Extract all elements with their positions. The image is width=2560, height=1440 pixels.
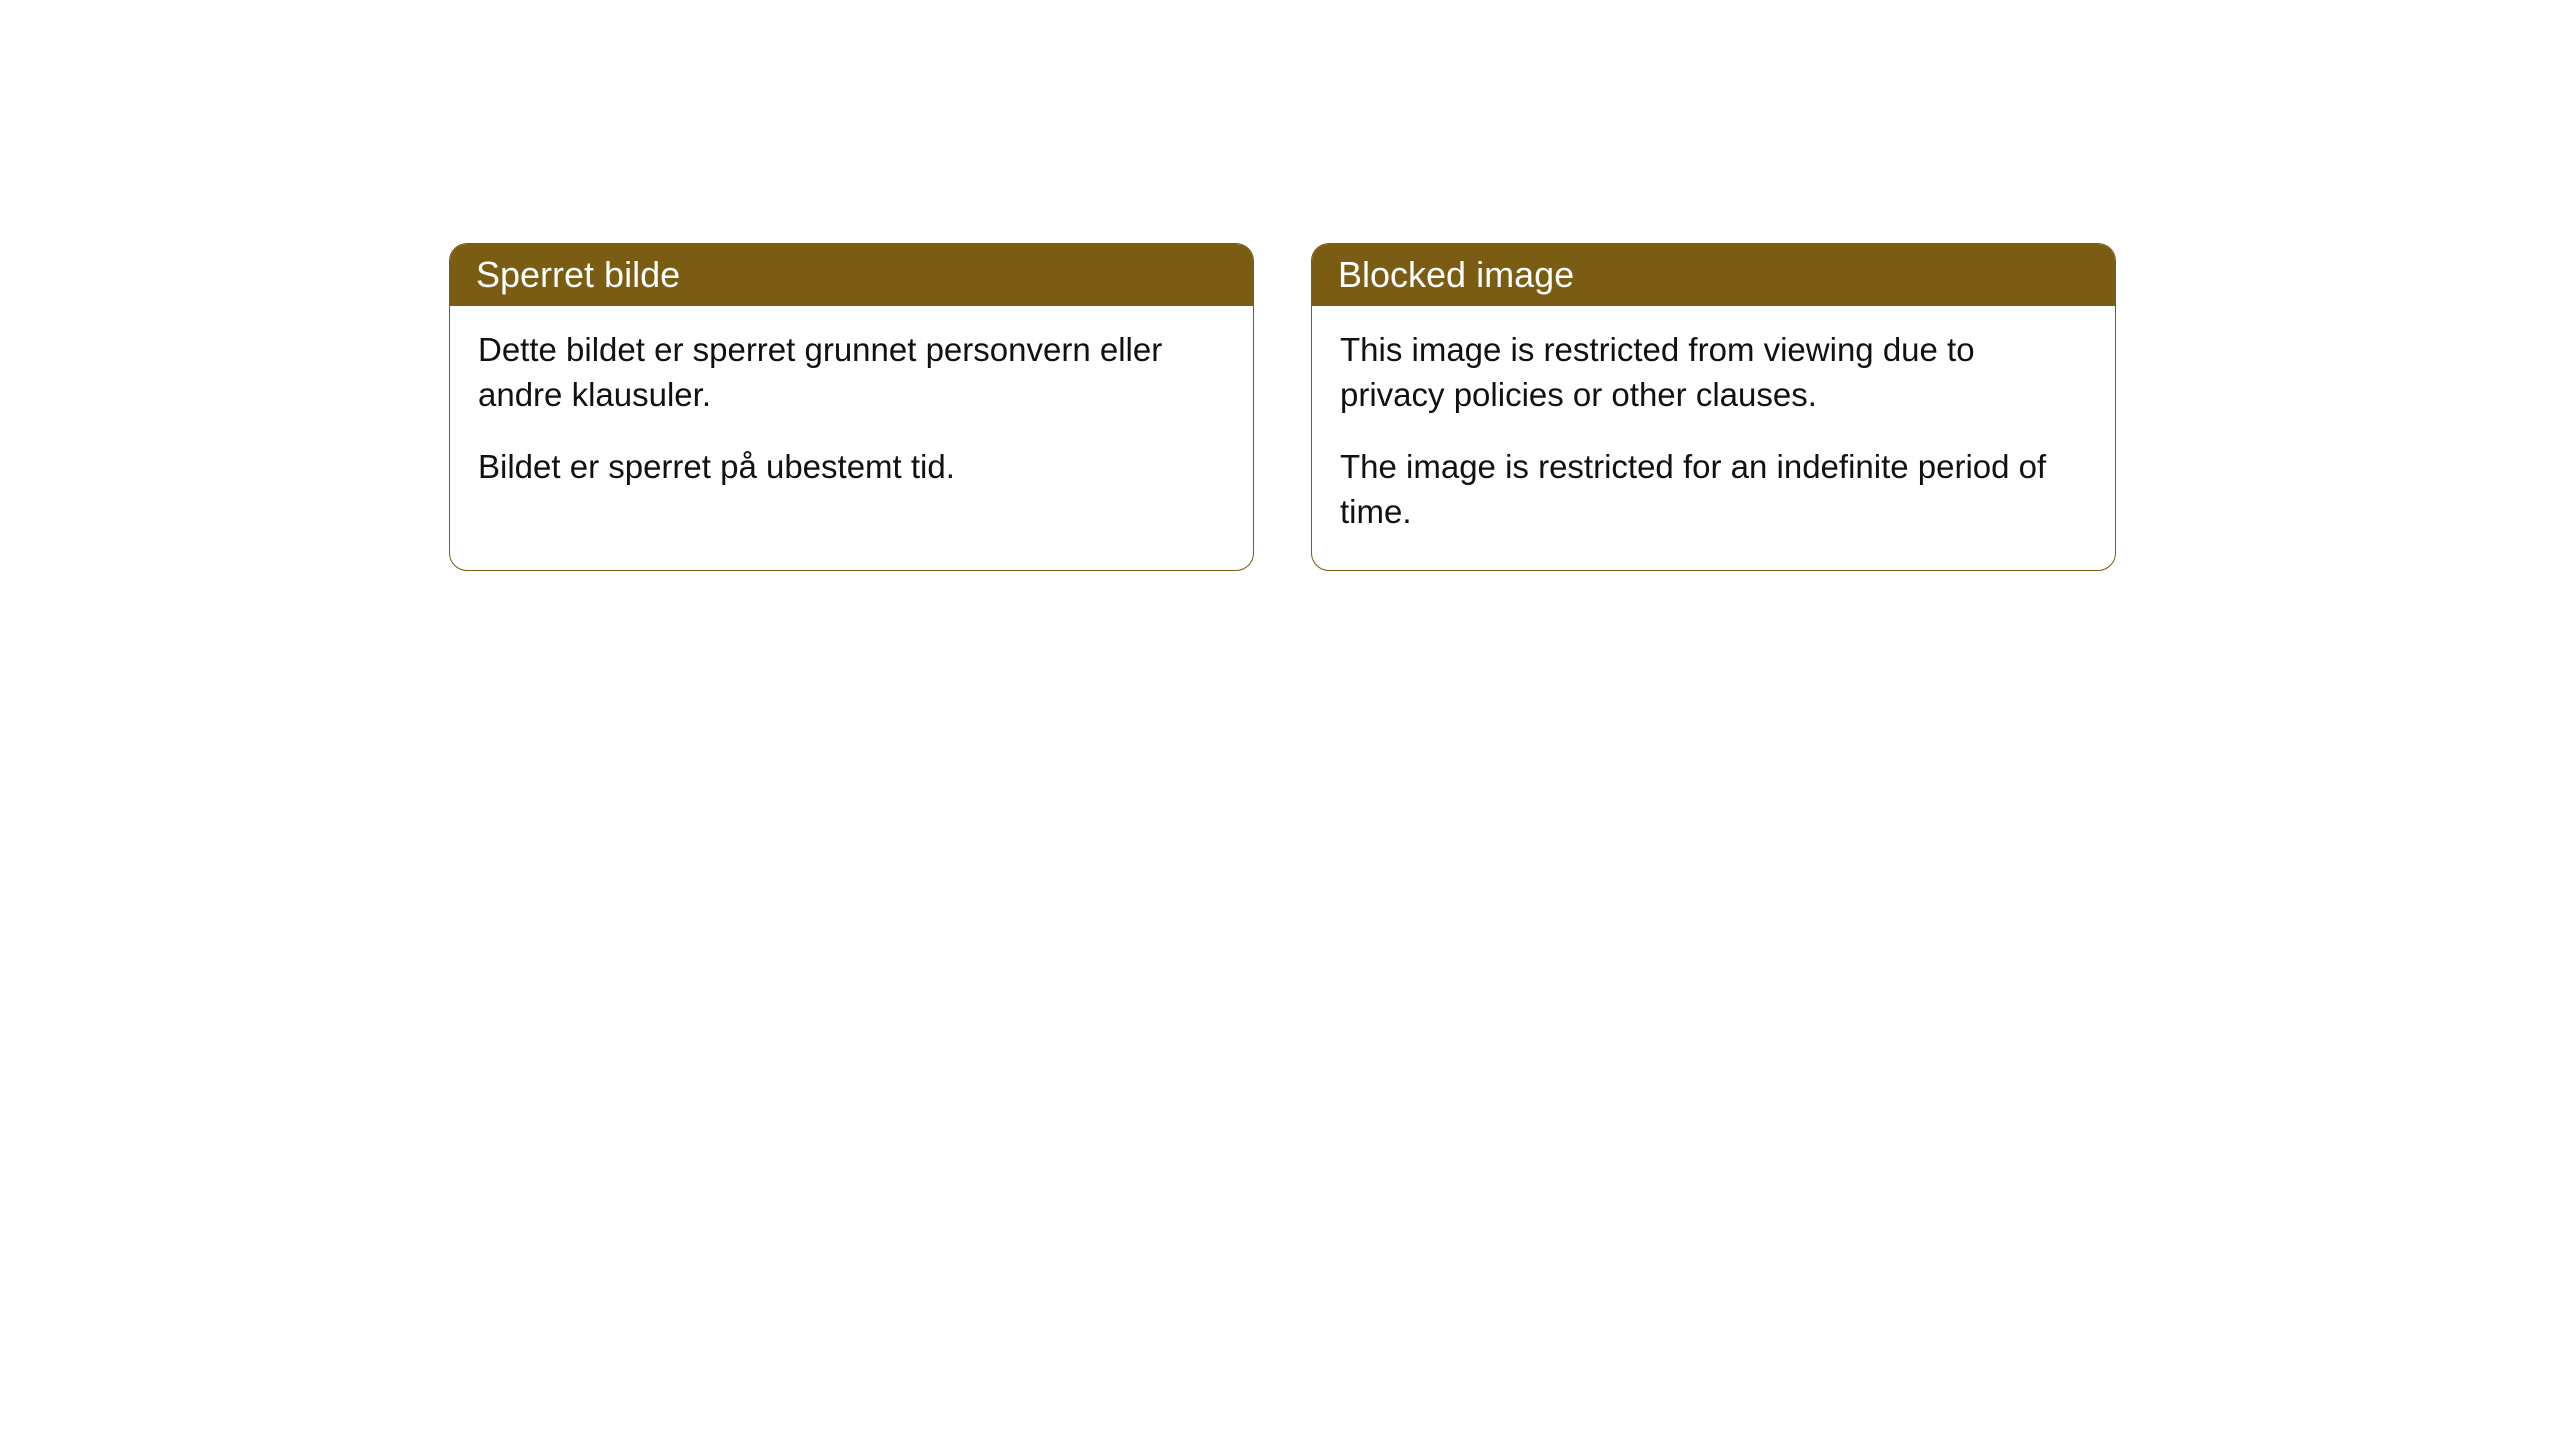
notice-text-line-1: Dette bildet er sperret grunnet personve… <box>478 328 1225 417</box>
notice-card-body: Dette bildet er sperret grunnet personve… <box>450 306 1253 526</box>
notice-card-header: Blocked image <box>1312 244 2115 306</box>
notice-cards-container: Sperret bilde Dette bildet er sperret gr… <box>449 243 2116 571</box>
notice-text-line-1: This image is restricted from viewing du… <box>1340 328 2087 417</box>
notice-card-body: This image is restricted from viewing du… <box>1312 306 2115 570</box>
notice-text-line-2: The image is restricted for an indefinit… <box>1340 445 2087 534</box>
notice-text-line-2: Bildet er sperret på ubestemt tid. <box>478 445 1225 490</box>
notice-card-english: Blocked image This image is restricted f… <box>1311 243 2116 571</box>
notice-card-norwegian: Sperret bilde Dette bildet er sperret gr… <box>449 243 1254 571</box>
notice-card-header: Sperret bilde <box>450 244 1253 306</box>
